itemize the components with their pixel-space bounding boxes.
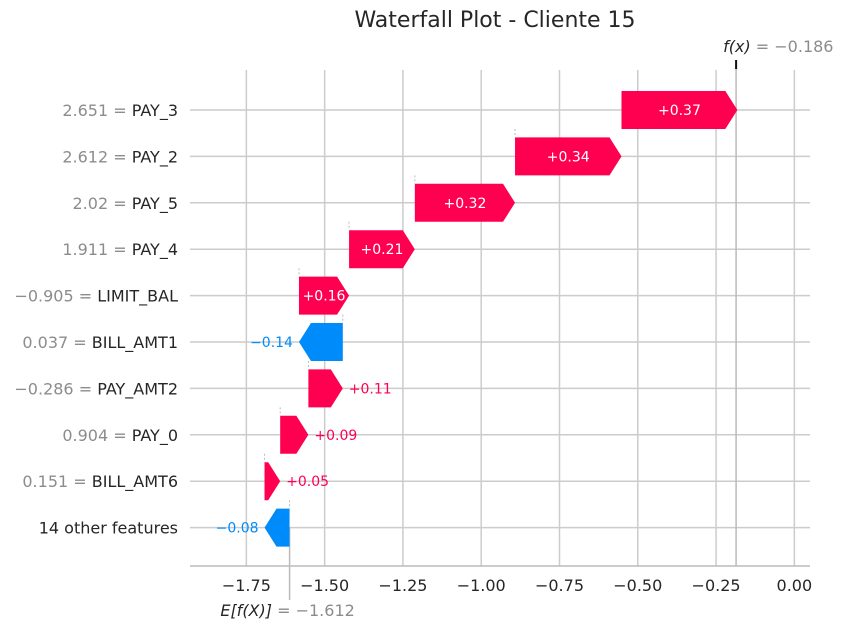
bar-14-other-features <box>264 508 290 547</box>
bar-pay_3 <box>621 91 738 129</box>
output-value-text: = −0.186 <box>756 37 834 56</box>
feature-name: BILL_AMT1 <box>92 333 178 353</box>
feature-label: −0.286 = PAY_AMT2 <box>14 379 178 399</box>
output-value-annotation: f(x) = −0.186 <box>723 37 833 56</box>
feature-name: 14 other features <box>39 519 178 538</box>
base-value-annotation: E[f(X)] = −1.612 <box>220 601 354 620</box>
bar-value-label: +0.16 <box>303 289 346 305</box>
bar-value-label: +0.32 <box>443 196 486 212</box>
base-value-symbol: E[f(X)] <box>220 601 272 620</box>
bar-pay_amt2 <box>308 369 343 408</box>
x-tick-label: −0.50 <box>613 576 662 595</box>
bars-layer <box>264 91 738 547</box>
bar-pay_2 <box>515 137 622 176</box>
feature-label: 2.612 = PAY_2 <box>62 147 178 167</box>
x-tick-label: −1.25 <box>378 576 427 595</box>
x-tick-label: −0.75 <box>535 576 584 595</box>
x-tick-label: −1.00 <box>457 576 506 595</box>
feature-label: 2.02 = PAY_5 <box>73 194 179 214</box>
feature-name: PAY_0 <box>132 426 178 446</box>
bar-value-label: +0.34 <box>547 149 590 165</box>
feature-value: 0.151 = <box>22 472 86 491</box>
x-tick-label: −1.75 <box>222 576 271 595</box>
bar-value-label: +0.05 <box>286 474 329 490</box>
bar-value-label: +0.09 <box>314 428 357 444</box>
bar-pay_0 <box>280 415 309 454</box>
chart-title: Waterfall Plot - Cliente 15 <box>354 8 635 33</box>
feature-value: 2.651 = <box>62 101 126 120</box>
bar-value-label: +0.37 <box>658 103 701 119</box>
feature-value: −0.905 = <box>14 287 92 306</box>
feature-name: BILL_AMT6 <box>92 472 178 492</box>
feature-value: 2.612 = <box>62 147 126 166</box>
grid-layer <box>190 60 810 600</box>
feature-value: 1.911 = <box>62 240 126 259</box>
bar-value-label: +0.11 <box>349 381 392 397</box>
feature-label: 0.904 = PAY_0 <box>62 426 178 446</box>
bar-limit_bal <box>298 276 350 315</box>
feature-label: 1.911 = PAY_4 <box>62 240 178 260</box>
feature-label: 0.037 = BILL_AMT1 <box>22 333 178 353</box>
x-tick-label: −1.50 <box>300 576 349 595</box>
feature-label: 0.151 = BILL_AMT6 <box>22 472 178 492</box>
feature-name: PAY_5 <box>132 194 178 214</box>
feature-label: 2.651 = PAY_3 <box>62 101 178 121</box>
bar-value-label: −0.14 <box>250 335 293 351</box>
bar-value-label: −0.08 <box>216 521 259 537</box>
x-tick-label: −0.25 <box>692 576 741 595</box>
base-value-text: = −1.612 <box>277 601 355 620</box>
feature-value: −0.286 = <box>14 379 92 398</box>
feature-value: 0.037 = <box>22 333 86 352</box>
bar-bill_amt1 <box>298 323 343 361</box>
bar-pay_5 <box>414 183 516 222</box>
feature-name: PAY_3 <box>132 101 178 121</box>
feature-name: PAY_2 <box>132 147 178 167</box>
feature-name: PAY_AMT2 <box>97 379 178 399</box>
feature-name: PAY_4 <box>132 240 178 260</box>
labels-layer: +0.37 2.651 = PAY_3 +0.34 2.612 = PAY_2 +0.3… <box>14 37 833 620</box>
bar-value-label: +0.21 <box>360 242 403 258</box>
feature-label: 14 other features <box>39 519 178 538</box>
bar-bill_amt6 <box>264 462 281 501</box>
feature-name: LIMIT_BAL <box>97 287 178 307</box>
feature-value: 2.02 = <box>73 194 127 213</box>
output-value-symbol: f(x) <box>723 37 751 56</box>
bar-pay_4 <box>349 230 415 269</box>
feature-label: −0.905 = LIMIT_BAL <box>14 287 178 307</box>
x-axis: −1.75 −1.50 −1.25 −1.00 −0.75 −0.50 −0.25 0.00 <box>190 565 813 595</box>
feature-value: 0.904 = <box>62 426 126 445</box>
x-tick-label: 0.00 <box>777 576 813 595</box>
